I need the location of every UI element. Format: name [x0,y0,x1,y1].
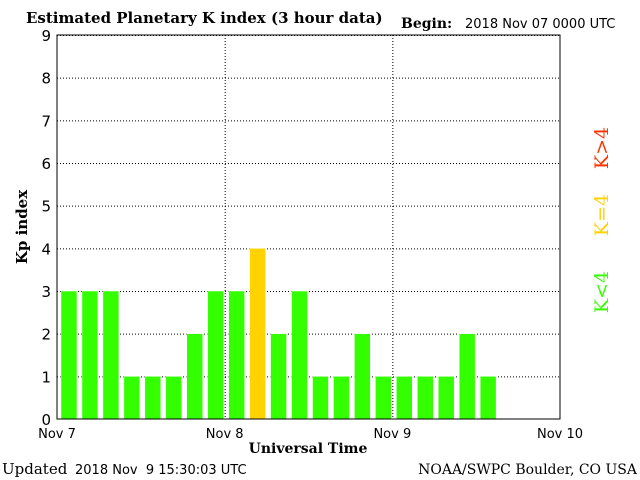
y-tick-label: 6 [41,155,51,173]
kp-bar [165,376,183,420]
y-axis-label: Kp index [13,189,31,264]
begin-label: Begin: [401,16,452,32]
kp-bar [479,376,497,420]
updated-label: Updated [2,460,68,478]
y-tick-label: 8 [41,70,51,88]
begin-value: 2018 Nov 07 0000 UTC [465,17,615,32]
kp-bar [417,376,434,420]
kp-bar [333,376,350,420]
legend-k-above-4: K>4 [591,127,613,169]
x-axis-label: Universal Time [249,441,368,457]
updated-value: 2018 Nov 9 15:30:03 UTC [75,463,247,478]
kp-bar [312,376,329,420]
kp-bar [123,376,141,420]
kp-bar [186,333,203,420]
grid-lines [57,35,560,419]
kp-bar [396,376,413,420]
legend-k-below-4: K<4 [591,271,613,313]
kp-bar [144,376,162,420]
kp-bar [249,248,266,420]
kp-bar [291,290,308,420]
y-tick-label: 2 [41,326,51,344]
y-tick-label: 1 [41,368,51,386]
source-credit: NOAA/SWPC Boulder, CO USA [418,462,638,478]
kp-bar [81,290,99,420]
y-tick-label: 9 [41,27,51,45]
x-tick-labels: Nov 7 Nov 8 Nov 9 Nov 10 [38,427,583,442]
kp-bar [60,290,78,420]
legend-k-equal-4: K=4 [591,194,613,236]
kp-bar [102,290,120,420]
y-tick-label: 3 [41,283,51,301]
kp-bar [354,333,371,420]
y-tick-labels: 0 1 2 3 4 5 6 7 8 9 [41,27,51,429]
kp-bar [438,376,455,420]
y-tick-label: 5 [41,198,51,216]
x-tick-label: Nov 8 [206,427,244,442]
kp-bar [207,290,224,420]
y-tick-label: 4 [41,240,51,258]
x-tick-label: Nov 7 [38,427,76,442]
kp-bar [458,333,476,420]
x-tick-label: Nov 9 [373,427,411,442]
bars [60,248,497,420]
kp-bar [228,290,245,420]
x-tick-label: Nov 10 [537,427,583,442]
kp-bar [375,376,392,420]
y-tick-label: 0 [41,411,51,429]
plot-frame [56,34,561,420]
y-tick-label: 7 [41,112,51,130]
kp-bar [270,333,287,420]
chart-title: Estimated Planetary K index (3 hour data… [26,9,383,27]
